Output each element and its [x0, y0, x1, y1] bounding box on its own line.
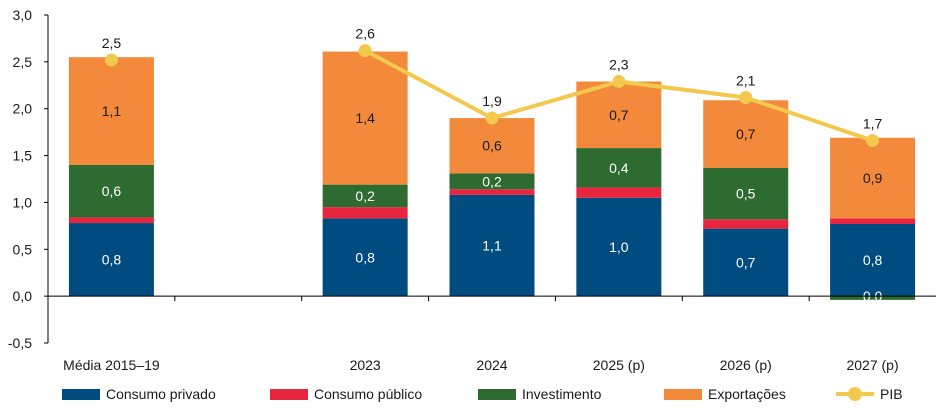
y-tick-label: 1,5 — [13, 148, 33, 164]
pib-label: 2,3 — [609, 57, 629, 73]
bar-segment — [68, 57, 154, 165]
bar-segment — [703, 228, 789, 297]
data-label: 1,1 — [482, 238, 502, 254]
bar-segment — [449, 118, 535, 174]
legend-swatch-consumo-publico — [270, 388, 308, 400]
legend-swatch-exportacoes — [664, 388, 702, 400]
legend-swatch-pib — [836, 384, 874, 404]
pib-point — [866, 134, 880, 148]
pib-point — [485, 111, 499, 125]
bar-segment — [322, 207, 408, 219]
y-tick-label: 2,0 — [13, 101, 33, 117]
pib-point — [739, 90, 753, 104]
data-label: 0,5 — [736, 186, 756, 202]
legend-item-consumo-privado: Consumo privado — [62, 384, 216, 404]
bar-segment — [449, 189, 535, 195]
data-label: 1,1 — [102, 103, 122, 119]
legend-label-investimento: Investimento — [522, 386, 602, 402]
pib-label: 2,5 — [102, 35, 122, 51]
legend-swatch-investimento — [478, 388, 516, 400]
x-tick-label: Média 2015–19 — [63, 357, 160, 373]
data-label: 0,8 — [355, 249, 375, 265]
x-tick-label: 2025 (p) — [593, 357, 645, 373]
bar-segment — [68, 164, 154, 218]
bar-segment — [576, 187, 662, 198]
x-tick-label: 2026 (p) — [720, 357, 772, 373]
legend-item-exportacoes: Exportações — [664, 384, 786, 404]
data-label: 0,2 — [355, 188, 375, 204]
data-label: 0,6 — [102, 183, 122, 199]
x-tick-label: 2027 (p) — [846, 357, 898, 373]
bar-segment — [830, 296, 916, 300]
chart: 3,0 2,5 2,0 1,5 1,0 0,5 0,0 -0,5 0,8 0,6 1,1 0,8 0,2… — [8, 7, 936, 373]
y-tick-label: 3,0 — [13, 7, 33, 23]
bar-segment — [68, 217, 154, 224]
legend-label-exportacoes: Exportações — [708, 386, 786, 402]
pib-label: 1,9 — [482, 93, 502, 109]
bar-segment — [576, 81, 662, 149]
bar-segment — [322, 218, 408, 297]
bar-segment — [703, 219, 789, 229]
data-label: 0,2 — [482, 173, 502, 189]
bar-segment — [68, 223, 154, 297]
bar-segment — [449, 194, 535, 297]
pib-point — [612, 75, 626, 89]
y-tick-label: 0,5 — [13, 241, 33, 257]
y-tick-label: 1,0 — [13, 194, 33, 210]
legend-label-pib: PIB — [880, 386, 903, 402]
data-label: 0,7 — [736, 254, 756, 270]
data-label: 0,9 — [863, 170, 883, 186]
legend-swatch-consumo-privado — [62, 388, 100, 400]
legend-item-pib: PIB — [836, 384, 903, 404]
y-tick-label: -0,5 — [8, 335, 32, 351]
bar-segment — [830, 218, 916, 224]
legend-label-consumo-publico: Consumo público — [314, 386, 423, 402]
data-label: 0,7 — [609, 107, 629, 123]
bar-segment — [322, 51, 408, 185]
legend-item-consumo-publico: Consumo público — [270, 384, 422, 404]
x-tick-label: 2023 — [350, 357, 381, 373]
data-label: 0,8 — [863, 252, 883, 268]
bar-segment — [576, 197, 662, 297]
y-tick-label: 0,0 — [13, 288, 33, 304]
x-tick-label: 2024 — [476, 357, 507, 373]
data-label: 1,4 — [355, 110, 375, 126]
y-tick-label: 2,5 — [13, 54, 33, 70]
pib-label: 1,7 — [863, 116, 883, 132]
legend: Consumo privado Consumo público Investim… — [0, 378, 946, 414]
bar-segment — [830, 137, 916, 219]
data-label: 0,7 — [736, 126, 756, 142]
pib-label: 2,1 — [736, 72, 756, 88]
data-label: 0,8 — [102, 252, 122, 268]
data-label: 1,0 — [609, 239, 629, 255]
pib-point — [358, 44, 372, 58]
bar-segment — [703, 100, 789, 168]
data-label: 0,4 — [609, 160, 629, 176]
pib-point — [104, 53, 118, 67]
legend-item-investimento: Investimento — [478, 384, 601, 404]
data-label: 0,6 — [482, 138, 502, 154]
bar-segment — [322, 184, 408, 208]
pib-label: 2,6 — [355, 26, 375, 42]
bar-segment — [576, 148, 662, 188]
bar-segment — [703, 167, 789, 220]
bar-segment — [830, 223, 916, 297]
bar-segment — [449, 173, 535, 190]
legend-label-consumo-privado: Consumo privado — [106, 386, 216, 402]
